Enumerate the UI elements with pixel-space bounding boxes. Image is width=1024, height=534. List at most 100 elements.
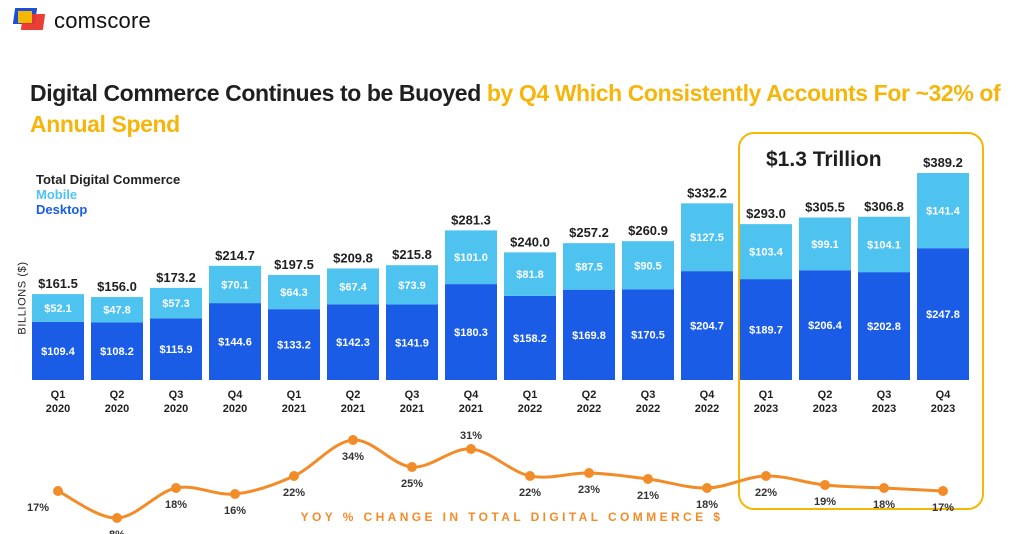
page-title: Digital Commerce Continues to be Buoyed … <box>30 78 1010 140</box>
yoy-label: 25% <box>401 478 423 490</box>
bar-total-label: $156.0 <box>97 279 137 294</box>
bar-label-desktop: $133.2 <box>277 340 311 352</box>
bar-desktop <box>681 271 733 380</box>
bar-label-mobile: $87.5 <box>575 261 603 273</box>
bar-label-mobile: $57.3 <box>162 298 190 310</box>
bar-label-desktop: $144.6 <box>218 337 252 349</box>
bar-desktop <box>209 303 261 380</box>
bar-label-desktop: $109.4 <box>41 346 76 358</box>
bar-mobile <box>858 216 910 273</box>
bar-desktop <box>150 318 202 380</box>
legend-desktop: Desktop <box>36 202 88 217</box>
bar-desktop <box>386 304 438 380</box>
bar-label-mobile: $127.5 <box>690 232 724 244</box>
bar-desktop <box>32 321 84 380</box>
x-tick-label-quarter: Q2 <box>346 389 361 401</box>
x-tick-label-quarter: Q2 <box>818 389 833 401</box>
bar-mobile <box>681 203 733 272</box>
x-tick-label-quarter: Q4 <box>464 389 480 401</box>
x-tick-label-year: 2021 <box>459 403 483 415</box>
bar-total-label: $260.9 <box>628 223 668 238</box>
bar-total-label: $281.3 <box>451 212 491 227</box>
bar-desktop <box>327 304 379 380</box>
x-tick-label-quarter: Q1 <box>759 389 774 401</box>
bar-label-mobile: $101.0 <box>454 252 488 264</box>
x-tick-label-year: 2023 <box>931 403 955 415</box>
title-part-dark: Digital Commerce Continues to be Buoyed <box>30 80 487 106</box>
bar-mobile <box>622 241 674 290</box>
bar-label-mobile: $99.1 <box>811 239 839 251</box>
bar-mobile <box>209 265 261 304</box>
bar-desktop <box>91 322 143 380</box>
yoy-point <box>407 462 417 472</box>
bar-mobile <box>150 287 202 319</box>
yoy-line <box>57 438 944 520</box>
x-tick-label-year: 2021 <box>400 403 424 415</box>
bar-total-label: $389.2 <box>923 155 963 170</box>
bar-mobile <box>740 224 792 280</box>
bar-total-label: $209.8 <box>333 250 373 265</box>
yoy-point <box>584 468 594 478</box>
x-tick-label-year: 2020 <box>164 403 188 415</box>
legend-total: Total Digital Commerce <box>36 172 181 187</box>
yoy-point <box>53 486 63 496</box>
x-tick-label-quarter: Q4 <box>936 389 952 401</box>
x-tick-label-year: 2023 <box>872 403 896 415</box>
bar-label-mobile: $47.8 <box>103 305 131 317</box>
yoy-label: 23% <box>578 484 600 496</box>
bar-desktop <box>740 279 792 380</box>
bar-total-label: $214.7 <box>215 248 255 263</box>
bar-label-mobile: $67.4 <box>339 281 367 293</box>
yoy-label: 17% <box>27 502 49 514</box>
bar-label-desktop: $189.7 <box>749 325 783 337</box>
x-tick-label-quarter: Q3 <box>405 389 420 401</box>
bar-label-mobile: $104.1 <box>867 239 901 251</box>
yoy-label: 8% <box>109 529 125 534</box>
bar-total-label: $293.0 <box>746 206 786 221</box>
bar-desktop <box>858 272 910 380</box>
bar-label-desktop: $141.9 <box>395 337 429 349</box>
bar-label-desktop: $247.8 <box>926 309 960 321</box>
yoy-label: 31% <box>460 430 482 442</box>
yoy-point <box>643 474 653 484</box>
bar-label-desktop: $169.8 <box>572 330 606 342</box>
yoy-label: 18% <box>873 499 895 511</box>
logo-text: comscore <box>54 8 151 33</box>
bar-total-label: $197.5 <box>274 257 314 272</box>
bar-label-mobile: $81.8 <box>516 269 544 281</box>
x-tick-label-year: 2020 <box>46 403 70 415</box>
bar-label-mobile: $141.4 <box>926 206 961 218</box>
x-tick-label-quarter: Q2 <box>110 389 125 401</box>
bar-mobile <box>386 265 438 305</box>
bar-mobile <box>504 252 556 296</box>
bar-label-mobile: $73.9 <box>398 280 426 292</box>
yoy-point <box>466 444 476 454</box>
bar-mobile <box>32 294 84 322</box>
x-tick-label-year: 2021 <box>341 403 365 415</box>
yoy-label: 19% <box>814 496 836 508</box>
title-part-accent: by Q4 Which Consistently Accounts For ~3… <box>30 80 1001 137</box>
x-tick-label-quarter: Q3 <box>641 389 656 401</box>
bar-mobile <box>91 297 143 323</box>
x-tick-label-quarter: Q1 <box>51 389 66 401</box>
yoy-label: 21% <box>637 490 659 502</box>
comscore-logo: comscore <box>12 8 151 34</box>
yoy-label: 34% <box>342 451 364 463</box>
chart-legend: Total Digital Commerce Mobile Desktop <box>36 172 180 217</box>
bar-mobile <box>268 274 320 310</box>
bar-total-label: $306.8 <box>864 199 904 214</box>
x-tick-label-quarter: Q2 <box>582 389 597 401</box>
bar-total-label: $240.0 <box>510 234 550 249</box>
bar-total-label: $332.2 <box>687 185 727 200</box>
bar-mobile <box>327 268 379 305</box>
x-tick-label-year: 2022 <box>518 403 542 415</box>
bar-mobile <box>799 217 851 271</box>
yoy-label: 22% <box>283 487 305 499</box>
bar-label-desktop: $158.2 <box>513 333 547 345</box>
bar-label-mobile: $70.1 <box>221 279 249 291</box>
bar-label-desktop: $115.9 <box>159 344 192 356</box>
x-tick-label-year: 2022 <box>695 403 719 415</box>
yoy-label: 16% <box>224 505 246 517</box>
yoy-point <box>525 471 535 481</box>
